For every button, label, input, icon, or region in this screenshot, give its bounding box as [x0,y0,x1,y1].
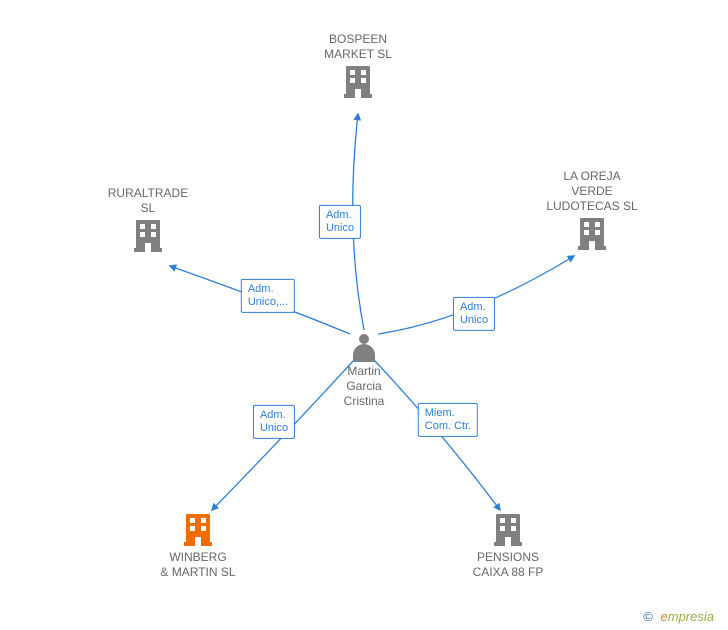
edge-label-winberg: Adm. Unico [253,405,295,439]
company-node-ruraltrade: RURALTRADE SL [93,186,203,256]
brand-name: empresia [661,609,714,624]
building-icon [344,66,372,98]
company-label: RURALTRADE SL [93,186,203,216]
company-label: LA OREJA VERDE LUDOTECAS SL [537,169,647,214]
building-icon [134,220,162,252]
edge-label-ruraltrade: Adm. Unico,... [241,279,295,313]
building-icon [578,218,606,250]
building-icon [494,514,522,546]
company-label: BOSPEEN MARKET SL [303,32,413,62]
center-person-label: Martin Garcia Cristina [334,364,394,409]
center-person-node: Martin Garcia Cristina [334,334,394,409]
building-icon [184,514,212,546]
edge-label-bospeen: Adm. Unico [319,205,361,239]
diagram-canvas: Martin Garcia Cristina BOSPEEN MARKET SL… [0,0,728,630]
copyright-symbol: © [643,609,653,624]
person-icon [353,334,375,362]
company-label: PENSIONS CAIXA 88 FP [453,550,563,580]
company-node-pensions: PENSIONS CAIXA 88 FP [453,514,563,580]
watermark: © empresia [643,609,714,624]
company-label: WINBERG & MARTIN SL [143,550,253,580]
edge-label-pensions: Miem. Com. Ctr. [418,403,478,437]
company-node-laoreja: LA OREJA VERDE LUDOTECAS SL [537,169,647,254]
edge-label-laoreja: Adm. Unico [453,297,495,331]
company-node-bospeen: BOSPEEN MARKET SL [303,32,413,102]
company-node-winberg: WINBERG & MARTIN SL [143,514,253,580]
